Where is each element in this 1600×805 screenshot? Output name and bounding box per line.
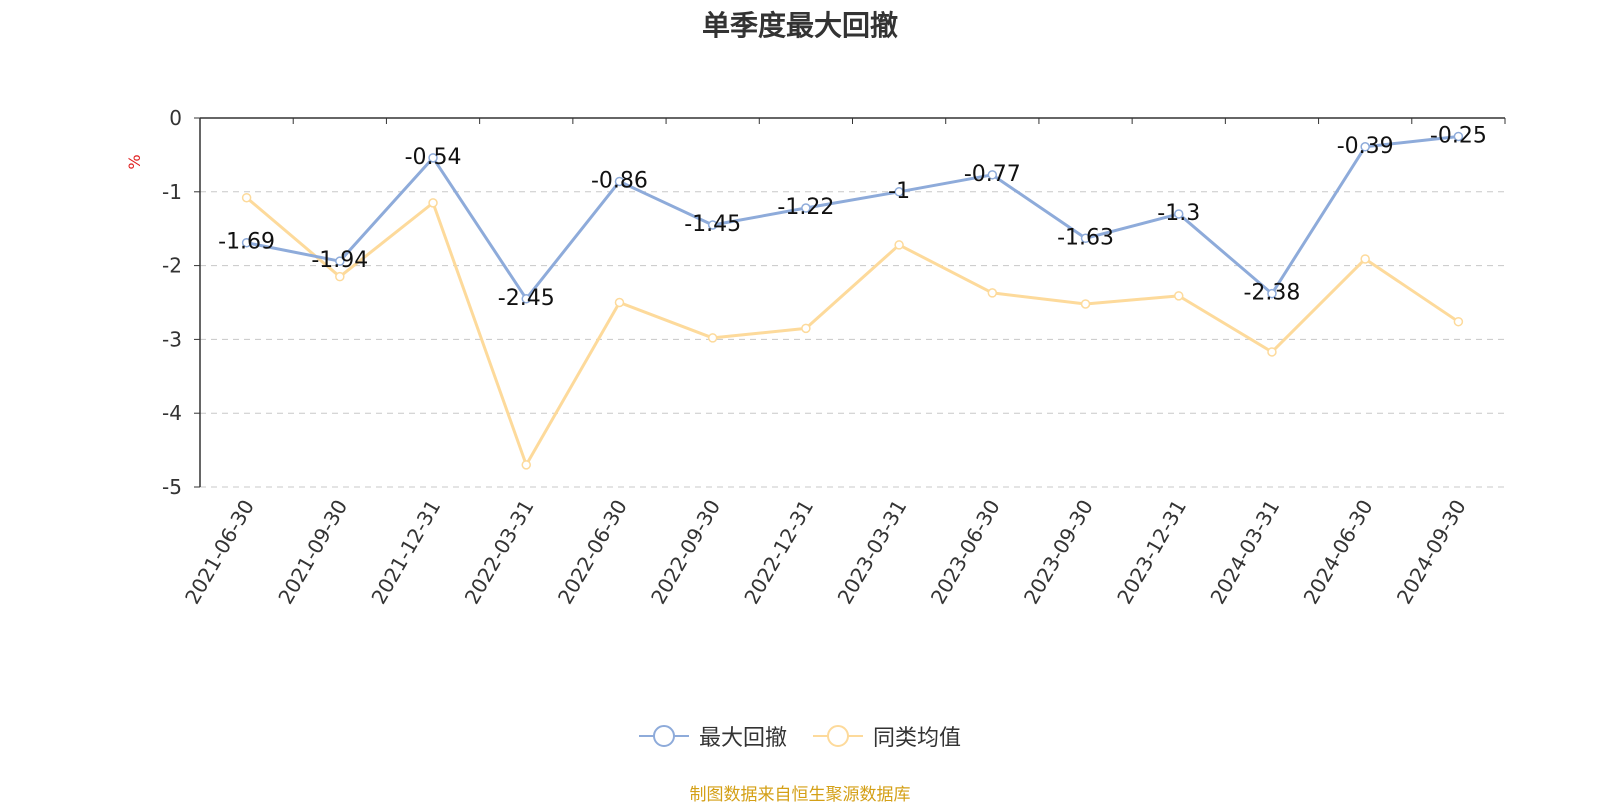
series-2-point — [894, 240, 904, 250]
legend-label-series-2: 同类均值 — [873, 726, 962, 751]
series-1-data-label: -0.39 — [1337, 134, 1394, 159]
series-1-data-label: -1.45 — [684, 212, 741, 237]
legend-marker-series-2 — [813, 725, 863, 747]
x-tick-label: 2024-09-30 — [1392, 496, 1471, 609]
x-tick-label: 2024-03-31 — [1205, 496, 1284, 609]
series-2-point — [707, 333, 718, 343]
series-1-data-label: -1.22 — [777, 195, 834, 220]
series-2-point — [801, 323, 811, 334]
series-1-data-label: -2.45 — [498, 286, 555, 311]
series-2-point — [241, 192, 252, 203]
x-tick-label: 2024-06-30 — [1299, 496, 1378, 609]
series-1-data-label: -1.3 — [1157, 201, 1200, 226]
series-2-point — [335, 271, 345, 282]
y-tick-label: -3 — [162, 327, 182, 351]
series-1-point — [614, 176, 625, 187]
series-1-point — [801, 203, 811, 213]
series-1-data-label: -1.94 — [311, 248, 368, 273]
legend: 最大回撤 同类均值 — [0, 720, 1600, 752]
series-2-point — [614, 297, 625, 308]
chart-title: 单季度最大回撤 — [701, 9, 898, 42]
y-tick-label: -1 — [162, 180, 182, 204]
y-tick-label: 0 — [169, 106, 182, 130]
y-tick-label: -4 — [162, 401, 182, 425]
x-tick-label: 2021-12-31 — [366, 496, 445, 609]
series-1-point — [707, 220, 718, 230]
series-2-point — [1453, 316, 1464, 327]
legend-item-series-1[interactable]: 最大回撤 — [638, 720, 787, 752]
x-tick-label: 2023-03-31 — [833, 496, 912, 609]
series-2-point — [428, 198, 438, 208]
series-1-point — [241, 237, 252, 248]
series-1-point — [428, 153, 438, 163]
series-2-line — [245, 196, 1460, 467]
series-1-point — [894, 187, 904, 197]
series-2-point — [1267, 347, 1277, 357]
series-1-data-label: -1.63 — [1057, 225, 1114, 250]
series-1-point — [1267, 288, 1277, 299]
x-tick-label: 2021-06-30 — [180, 496, 259, 609]
series-1-point — [987, 170, 998, 180]
series-2-point — [1360, 254, 1370, 264]
x-tick-label: 2023-09-30 — [1019, 496, 1098, 609]
source-note: 制图数据来自恒生聚源数据库 — [689, 785, 911, 805]
series-2-point — [1174, 291, 1184, 301]
series-2-point — [1080, 299, 1091, 309]
series-2-point — [521, 460, 531, 470]
x-tick-label: 2023-06-30 — [926, 496, 1005, 609]
y-tick-label: -5 — [162, 475, 182, 499]
legend-marker-series-1 — [638, 725, 689, 747]
x-tick-label: 2021-09-30 — [273, 496, 352, 609]
series-1-point — [1174, 209, 1184, 219]
legend-label-series-1: 最大回撤 — [698, 726, 787, 751]
x-tick-label: 2022-09-30 — [646, 496, 725, 609]
series-1-point — [335, 256, 345, 266]
series-1-data-label: -2.38 — [1243, 281, 1300, 306]
legend-item-series-2[interactable]: 同类均值 — [813, 720, 961, 752]
y-axis-unit: % — [125, 154, 144, 169]
x-tick-label: 2022-12-31 — [739, 496, 818, 609]
x-tick-label: 2022-06-30 — [553, 496, 632, 609]
x-tick-label: 2023-12-31 — [1112, 496, 1191, 609]
series-1-point — [521, 294, 531, 304]
series-1-data-label: -1.69 — [218, 230, 275, 255]
series-1-point — [1080, 233, 1091, 244]
series-1-data-label: -0.86 — [591, 168, 648, 193]
series-1-data-label: -0.25 — [1430, 123, 1487, 148]
series-2-point — [987, 288, 998, 298]
series-1-data-label: -0.54 — [405, 145, 462, 170]
series-1-data-label: -0.77 — [964, 162, 1021, 187]
series-1-point — [1453, 131, 1464, 142]
series-1-data-label: -1 — [888, 179, 910, 204]
x-tick-label: 2022-03-31 — [460, 496, 539, 609]
y-tick-label: -2 — [162, 254, 182, 278]
series-1-point — [1360, 142, 1370, 152]
series-1-line — [246, 134, 1459, 301]
